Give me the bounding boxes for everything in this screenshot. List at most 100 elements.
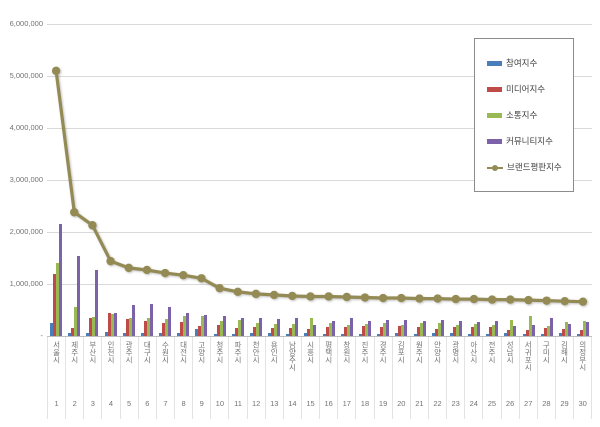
x-axis-category: 아산시 24	[464, 337, 482, 419]
rank-label: 8	[181, 399, 186, 408]
bar-소통지수	[219, 321, 223, 336]
bar-커뮤니티지수	[477, 321, 481, 336]
bar-미디어지수	[89, 317, 93, 336]
bar-커뮤니티지수	[186, 312, 190, 336]
x-axis-category: 제주시 2	[65, 337, 83, 419]
bar-커뮤니티지수	[59, 224, 63, 336]
bar-소통지수	[546, 325, 550, 336]
bar-소통지수	[365, 324, 368, 336]
bar-column	[429, 24, 447, 336]
bar-참여지수	[140, 333, 144, 336]
rank-label: 26	[505, 399, 515, 408]
x-axis-category: 김해시 29	[554, 337, 573, 419]
x-axis-category: 경주시 19	[373, 337, 392, 419]
bar-커뮤니티지수	[240, 317, 244, 336]
bar-미디어지수	[434, 328, 438, 336]
bar-column	[556, 24, 574, 336]
bar-커뮤니티지수	[258, 317, 262, 336]
bar-커뮤니티지수	[313, 324, 317, 336]
bar-참여지수	[449, 333, 453, 336]
x-axis-category: 부산시 3	[83, 337, 101, 419]
rank-label: 25	[487, 399, 497, 408]
bar-column	[301, 24, 319, 336]
bar-참여지수	[468, 333, 472, 336]
bar-column	[410, 24, 428, 336]
bar-참여지수	[68, 333, 72, 336]
bar-column	[120, 24, 138, 336]
x-axis-category: 청주시 10	[210, 337, 228, 419]
bar-참여지수	[286, 333, 290, 336]
bar-column	[156, 24, 174, 336]
bar-참여지수	[486, 333, 490, 336]
rank-label: 3	[90, 399, 95, 408]
bar-소통지수	[255, 323, 259, 336]
bar-참여지수	[159, 333, 163, 336]
y-axis-tick-label: 4,000,000	[9, 123, 43, 132]
rank-label: 13	[270, 399, 279, 408]
y-axis-tick-label: 6,000,000	[9, 19, 43, 28]
rank-label: 20	[397, 399, 406, 408]
city-label: 전주시	[487, 341, 497, 364]
bar-미디어지수	[561, 329, 565, 336]
bar-소통지수	[528, 316, 532, 336]
legend-bar-swatch-icon	[487, 86, 502, 92]
rank-label: 28	[542, 399, 551, 408]
bar-참여지수	[104, 331, 108, 336]
bar-커뮤니티지수	[586, 322, 590, 336]
x-axis-category: 창원시 17	[337, 337, 355, 419]
city-label: 아산시	[469, 341, 479, 364]
bar-column	[501, 24, 519, 336]
bar-column	[138, 24, 156, 336]
rank-label: 27	[524, 399, 533, 408]
x-axis-category: 광명시 23	[446, 337, 464, 419]
bar-커뮤니티지수	[549, 318, 553, 336]
bar-column	[211, 24, 229, 336]
bar-참여지수	[322, 333, 326, 336]
bar-미디어지수	[380, 327, 384, 336]
bar-참여지수	[431, 333, 435, 336]
bar-미디어지수	[580, 329, 584, 336]
bar-소통지수	[183, 316, 187, 336]
bar-미디어지수	[216, 324, 220, 336]
bar-미디어지수	[53, 273, 57, 336]
bar-소통지수	[419, 323, 423, 336]
bar-소통지수	[274, 323, 278, 336]
x-axis-category: 안양시 22	[427, 337, 446, 419]
bar-소통지수	[92, 316, 96, 336]
city-label: 안양시	[433, 341, 443, 364]
bar-참여지수	[122, 333, 126, 336]
bar-column	[65, 24, 83, 336]
bar-커뮤니티지수	[404, 320, 408, 336]
legend-bar-swatch-icon	[487, 112, 502, 118]
bar-커뮤니티지수	[77, 256, 81, 336]
bar-참여지수	[249, 333, 253, 336]
rank-label: 29	[560, 399, 569, 408]
bar-참여지수	[504, 332, 508, 336]
bar-소통지수	[401, 324, 405, 336]
x-axis-category: 서울시 1	[47, 337, 65, 419]
rank-label: 30	[578, 399, 587, 408]
bar-소통지수	[437, 323, 441, 336]
rank-label: 22	[433, 399, 442, 408]
x-axis-category: 대전시 8	[173, 337, 192, 419]
x-axis-category: 시흥시 15	[300, 337, 319, 419]
bar-소통지수	[201, 316, 205, 336]
city-label: 파주시	[233, 341, 243, 364]
legend-item: 커뮤니티지수	[487, 135, 573, 147]
bar-참여지수	[540, 334, 544, 336]
x-axis-category: 김포시 20	[391, 337, 410, 419]
bar-소통지수	[74, 307, 78, 336]
rank-label: 9	[199, 399, 204, 408]
bar-소통지수	[583, 321, 587, 336]
rank-label: 5	[127, 399, 132, 408]
bar-column	[229, 24, 247, 336]
bar-참여지수	[50, 323, 54, 336]
rank-label: 16	[324, 399, 333, 408]
x-axis-category: 구미시 28	[536, 337, 555, 419]
city-label: 광명시	[451, 341, 461, 364]
city-label: 시흥시	[306, 341, 316, 364]
rank-label: 10	[215, 399, 224, 408]
rank-label: 11	[234, 399, 242, 408]
bar-소통지수	[455, 324, 459, 336]
bar-column	[83, 24, 101, 336]
